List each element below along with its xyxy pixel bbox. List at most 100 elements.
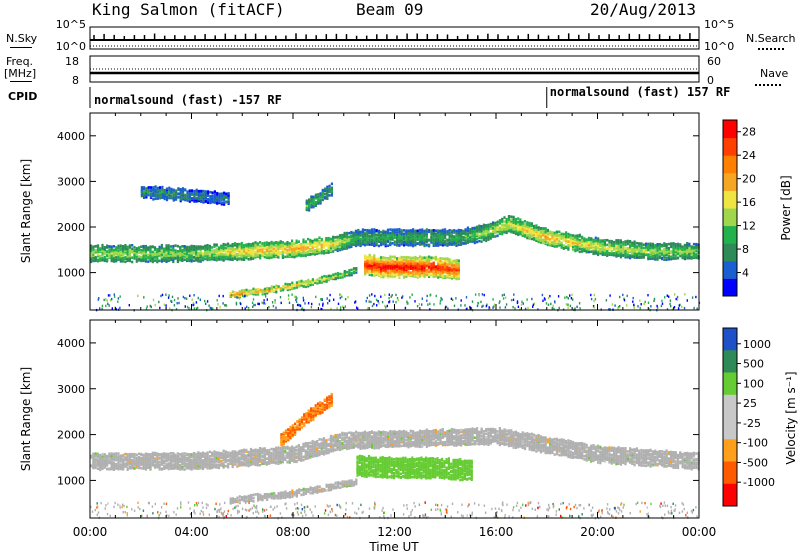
- data-cell: [250, 292, 253, 295]
- data-cell: [663, 242, 666, 245]
- data-cell: [489, 237, 492, 240]
- data-cell: [380, 273, 383, 277]
- data-cell: [307, 278, 310, 282]
- data-cell: [90, 260, 93, 264]
- data-cell: [405, 270, 408, 273]
- data-cell: [389, 241, 392, 244]
- data-cell: [492, 306, 494, 309]
- data-cell: [227, 252, 230, 256]
- data-cell: [272, 251, 275, 255]
- data-cell: [220, 250, 223, 253]
- data-cell: [310, 195, 313, 198]
- data-cell: [301, 307, 304, 310]
- data-cell: [227, 256, 230, 259]
- data-cell: [165, 193, 169, 197]
- data-cell: [678, 304, 680, 307]
- data-cell: [444, 231, 447, 234]
- data-cell: [92, 245, 95, 249]
- data-cell: [494, 235, 497, 238]
- data-cell: [428, 270, 431, 273]
- data-cell: [352, 270, 356, 274]
- data-cell: [526, 221, 529, 224]
- data-cell: [247, 254, 250, 258]
- data-cell: [112, 252, 115, 255]
- data-cell: [336, 240, 339, 243]
- data-cell: [368, 255, 371, 259]
- data-cell: [261, 301, 263, 304]
- data-cell: [645, 242, 648, 246]
- data-cell: [343, 273, 346, 276]
- data-cell: [640, 244, 643, 248]
- data-cell: [204, 252, 207, 255]
- data-cell: [281, 248, 284, 252]
- data-cell: [576, 247, 579, 251]
- data-cell: [464, 242, 467, 245]
- data-cell: [124, 245, 127, 248]
- data-cell: [377, 235, 380, 239]
- data-cell: [119, 260, 122, 263]
- data-cell: [357, 231, 360, 234]
- data-cell: [450, 240, 453, 244]
- data-cell: [498, 219, 501, 222]
- data-cell: [204, 250, 207, 253]
- data-cell: [279, 296, 282, 299]
- data-cell: [215, 258, 218, 261]
- data-cell: [530, 227, 533, 230]
- data-cell: [384, 269, 387, 272]
- data-cell: [434, 237, 437, 241]
- data-cell: [258, 302, 260, 306]
- data-cell: [154, 188, 157, 191]
- data-cell: [117, 251, 120, 254]
- data-cell: [305, 199, 308, 203]
- data-cell: [304, 285, 308, 289]
- data-cell: [670, 250, 673, 253]
- data-cell: [256, 242, 259, 245]
- data-cell: [256, 255, 259, 258]
- power-data: [90, 182, 701, 312]
- data-cell: [638, 249, 641, 252]
- data-cell: [322, 240, 326, 243]
- data-cell: [307, 242, 310, 245]
- data-cell: [601, 245, 604, 248]
- data-cell: [405, 229, 408, 232]
- data-cell: [344, 305, 346, 308]
- data-cell: [639, 299, 641, 302]
- data-cell: [348, 246, 351, 249]
- data-cell: [681, 245, 684, 248]
- data-cell: [389, 267, 392, 270]
- data-cell: [213, 245, 216, 248]
- data-cell: [423, 234, 426, 238]
- data-cell: [197, 195, 200, 199]
- data-cell: [480, 300, 482, 304]
- data-cell: [119, 254, 122, 258]
- data-cell: [119, 295, 121, 298]
- data-cell: [423, 229, 426, 233]
- data-cell: [149, 192, 153, 196]
- data-cell: [359, 244, 362, 248]
- data-cell: [170, 194, 173, 198]
- data-cell: [191, 197, 194, 200]
- data-cell: [681, 253, 684, 257]
- data-cell: [277, 285, 280, 288]
- data-cell: [347, 295, 349, 299]
- data-cell: [480, 236, 483, 239]
- data-cell: [615, 250, 618, 254]
- data-cell: [441, 228, 444, 232]
- data-cell: [293, 255, 296, 259]
- data-cell: [154, 190, 157, 193]
- data-cell: [441, 269, 444, 273]
- data-cell: [184, 188, 187, 191]
- data-cell: [131, 247, 134, 250]
- data-cell: [476, 237, 479, 241]
- data-cell: [321, 188, 324, 192]
- data-cell: [209, 201, 212, 205]
- data-cell: [168, 193, 171, 197]
- data-cell: [537, 238, 540, 242]
- data-cell: [329, 237, 332, 241]
- data-cell: [429, 308, 431, 311]
- data-cell: [676, 242, 680, 246]
- data-cell: [432, 261, 435, 265]
- data-cell: [172, 256, 175, 259]
- data-cell: [370, 243, 374, 246]
- data-cell: [195, 192, 198, 196]
